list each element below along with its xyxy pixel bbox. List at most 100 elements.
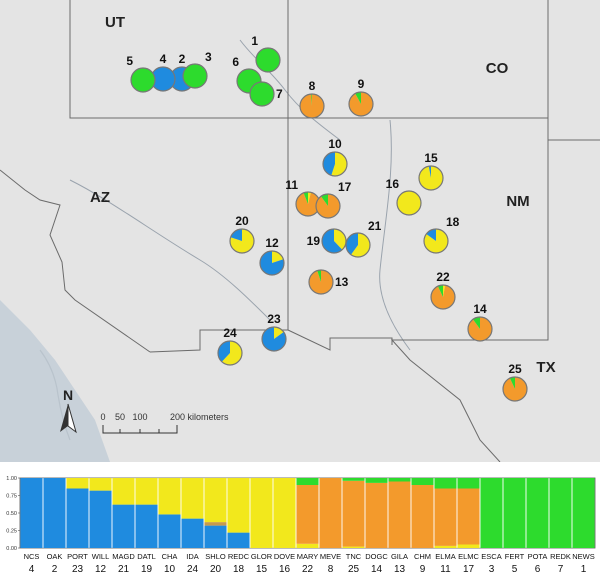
bar-MAGD	[111, 478, 135, 548]
x-label-population: CHM	[414, 552, 431, 561]
pie-slice-yellow	[308, 192, 311, 204]
site-marker-24: 24	[217, 326, 243, 366]
x-label-population: CHA	[162, 552, 178, 561]
pie-outline	[348, 91, 374, 117]
bar-segment-yellow	[296, 543, 319, 548]
pie-outline	[321, 228, 347, 254]
site-marker-3: 3	[182, 50, 212, 89]
site-number-label: 11	[285, 178, 298, 192]
bar-segment-green	[503, 478, 526, 548]
site-number-label: 2	[179, 52, 186, 66]
pie-slice-green	[311, 94, 312, 106]
pie-outline	[249, 81, 275, 107]
bar-segment-green	[526, 478, 549, 548]
x-label-population: NCS	[24, 552, 40, 561]
bar-DOGC	[364, 478, 388, 548]
site-number-label: 4	[160, 52, 167, 66]
pie-slice-blue	[428, 166, 431, 178]
site-marker-11: 11	[285, 178, 321, 217]
bar-MEVE	[318, 478, 342, 548]
site-marker-15: 15	[418, 151, 444, 191]
pie-slice-blue	[218, 341, 230, 362]
state-label-ut: UT	[105, 14, 125, 31]
bar-NEWS	[571, 478, 595, 548]
site-number-label: 25	[508, 362, 522, 376]
baja-coast	[39, 349, 71, 441]
pie-slice-blue	[230, 229, 242, 241]
site-number-label: 6	[232, 55, 239, 69]
bar-ELMC	[456, 478, 480, 548]
bar-segment-orange	[319, 478, 342, 548]
nm-tx-border	[390, 118, 549, 462]
site-number-label: 21	[368, 219, 382, 233]
gila-river	[69, 179, 271, 321]
x-label-site-number: 23	[72, 564, 84, 575]
bar-TNC	[341, 478, 365, 548]
bar-segment-green	[434, 478, 457, 489]
site-number-label: 5	[126, 54, 133, 68]
admixture-chart: 1.00 0.75 0.50 0.25 0.00 NCS 4 OAK 2 PORT 23 WILL 1…	[6, 476, 596, 575]
terrain-background	[0, 0, 600, 462]
state-label-nm: NM	[506, 193, 529, 210]
pie-slice-blue	[260, 251, 285, 276]
x-label-population: FERT	[505, 552, 525, 561]
x-label-site-number: 4	[29, 564, 35, 575]
bar-POTA	[525, 478, 549, 548]
x-label-population: IDA	[186, 552, 199, 561]
bar-segment-green	[365, 478, 388, 483]
x-label-population: SHLO	[205, 552, 226, 561]
x-label-population: ESCA	[481, 552, 501, 561]
bar-OAK	[42, 478, 66, 548]
bar-segment-green	[572, 478, 595, 548]
bar-segment-yellow	[89, 478, 112, 491]
bar-IDA	[180, 478, 204, 548]
x-label-site-number: 24	[187, 564, 199, 575]
x-label-population: GLOR	[251, 552, 273, 561]
bar-DATL	[134, 478, 158, 548]
bar-CHA	[157, 478, 181, 548]
bar-FERT	[502, 478, 526, 548]
bar-segment-orange	[342, 480, 365, 547]
x-label-population: OAK	[47, 552, 63, 561]
scale-tick-50: 50	[115, 412, 125, 422]
site-number-label: 10	[328, 137, 342, 151]
pie-slice-green	[303, 192, 308, 204]
site-number-label: 18	[446, 215, 460, 229]
y-tick-label: 0.25	[6, 529, 17, 535]
bar-segment-blue	[43, 478, 66, 548]
bar-segment-blue	[112, 504, 135, 548]
site-number-label: 19	[307, 234, 321, 248]
x-label-population: POTA	[528, 552, 548, 561]
chart-x-labels: NCS4OAK2PORT23WILL12MAGD21DATL19CHA10IDA…	[24, 552, 595, 575]
pie-slice-orange	[315, 194, 340, 218]
bar-WILL	[88, 478, 112, 548]
x-label-site-number: 5	[512, 564, 518, 575]
pie-slice-green	[317, 270, 321, 282]
site-number-label: 22	[436, 270, 450, 284]
bar-segment-blue	[204, 525, 227, 548]
site-marker-7: 7	[249, 81, 283, 107]
x-label-site-number: 7	[558, 564, 564, 575]
bar-DOVE	[272, 478, 296, 548]
x-label-site-number: 18	[233, 564, 245, 575]
pie-slice-blue	[262, 327, 286, 351]
bar-segment-orange	[411, 485, 434, 548]
bar-ESCA	[479, 478, 503, 548]
pie-slice-blue	[346, 233, 358, 255]
bar-segment-orange	[296, 485, 319, 544]
x-label-site-number: 13	[394, 564, 406, 575]
x-label-population: REDK	[550, 552, 571, 561]
site-marker-14: 14	[467, 302, 493, 342]
state-label-tx: TX	[536, 359, 555, 376]
bar-MARY	[295, 478, 319, 548]
bar-segment-blue	[20, 478, 43, 548]
x-label-site-number: 16	[279, 564, 291, 575]
site-number-label: 17	[338, 180, 352, 194]
site-number-label: 12	[265, 236, 279, 250]
north-arrow-label: N	[63, 387, 73, 403]
site-marker-8: 8	[299, 79, 325, 119]
chart-bars	[20, 478, 595, 548]
pie-slice-orange	[296, 192, 320, 217]
pie-slice-green	[509, 377, 515, 389]
site-number-label: 16	[386, 177, 400, 191]
